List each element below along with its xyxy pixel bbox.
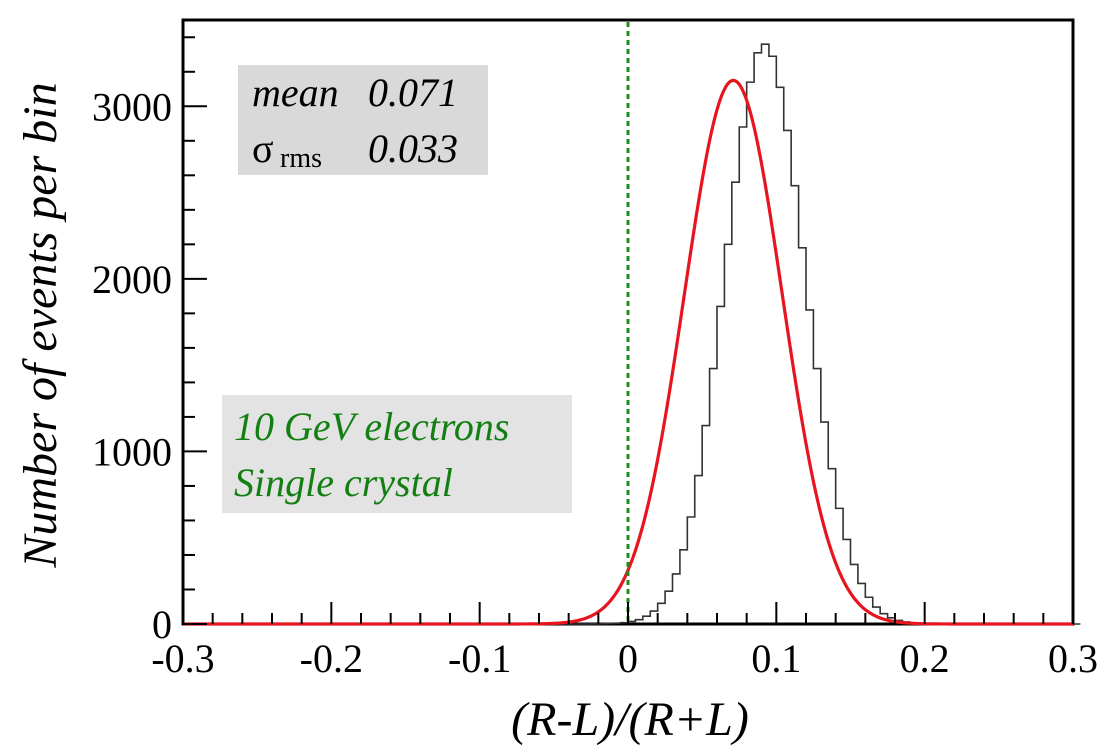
y-tick-label: 1000 [92,429,172,474]
y-axis-title: Number of events per bin [14,82,67,568]
note-box: 10 GeV electrons Single crystal [222,395,572,513]
stats-mean-value: 0.071 [368,70,458,115]
stats-rms-subscript: rms [280,143,322,174]
stats-mean-label: mean [252,70,339,115]
x-tick-label: -0.1 [448,636,511,681]
x-tick-label: 0.2 [900,636,950,681]
x-tick-label: -0.2 [300,636,363,681]
x-tick-label: 0 [618,636,638,681]
x-tick-label: -0.3 [151,636,214,681]
y-tick-label: 2000 [92,257,172,302]
y-tick-label: 3000 [92,84,172,129]
x-axis-title: (R-L)/(R+L) [511,693,749,746]
x-tick-label: 0.3 [1048,636,1098,681]
stats-box: mean 0.071 σ rms 0.033 [238,65,488,175]
y-tick-label: 0 [152,602,172,647]
note-box-background [222,395,572,513]
x-tick-label: 0.1 [751,636,801,681]
note-line-2: Single crystal [234,460,453,505]
stats-rms-symbol: σ [252,126,274,171]
ticks-group: -0.3 -0.2 -0.1 0 0.1 0.2 0.3 0 1000 2000 3000 [92,36,1098,681]
stats-rms-value: 0.033 [368,126,458,171]
note-line-1: 10 GeV electrons [234,404,510,449]
stats-box-background [238,65,488,175]
